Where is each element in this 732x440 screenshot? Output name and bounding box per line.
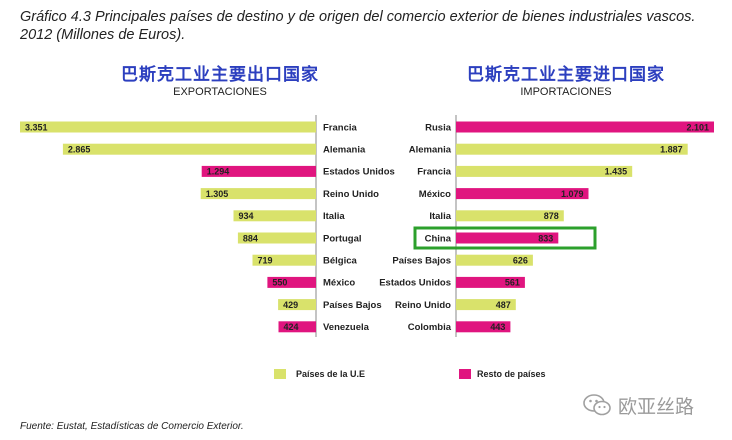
import-bar (456, 121, 714, 133)
export-bar (278, 321, 316, 333)
import-bar (456, 276, 525, 288)
legend-label-ue: Países de la U.E (296, 369, 365, 379)
import-value-label: 878 (544, 211, 559, 221)
export-value-label: 550 (272, 278, 287, 288)
export-value-label: 884 (243, 233, 258, 243)
import-category-label: Estados Unidos (379, 278, 451, 289)
legend: Países de la U.E Resto de países (274, 369, 546, 379)
import-category-label: Colombia (408, 322, 452, 333)
export-category-label: Bélgica (323, 256, 358, 267)
import-bar (456, 143, 688, 155)
import-value-label: 1.887 (660, 145, 683, 155)
import-value-label: 1.435 (605, 167, 628, 177)
chart-title: Gráfico 4.3 Principales países de destin… (20, 9, 696, 43)
export-chinese-title: 巴斯克工业主要出口国家 (121, 65, 319, 85)
export-bar (267, 276, 316, 288)
export-category-label: Reino Unido (323, 189, 379, 200)
import-category-label: Italia (429, 211, 451, 222)
export-category-label: Francia (323, 122, 358, 133)
import-category-label: Alemania (409, 145, 452, 156)
import-bar (456, 165, 633, 177)
import-value-label: 833 (538, 233, 553, 243)
export-bar (233, 210, 316, 222)
import-value-label: 561 (505, 278, 520, 288)
export-value-label: 719 (258, 256, 273, 266)
export-value-label: 429 (283, 300, 298, 310)
export-category-label: Países Bajos (323, 300, 382, 311)
import-bar (456, 232, 559, 244)
highlight-box (413, 226, 597, 250)
import-value-label: 626 (513, 256, 528, 266)
export-category-label: Italia (323, 211, 345, 222)
export-bar (237, 232, 316, 244)
import-value-label: 443 (490, 322, 505, 332)
bars-layer: 3.351 Francia 2.865 Alemania 1.294 Estados Un… (20, 115, 714, 337)
import-bar (456, 321, 511, 333)
export-bar (278, 299, 316, 311)
import-category-label: Rusia (425, 122, 452, 133)
export-bar (201, 165, 316, 177)
export-value-label: 934 (239, 211, 254, 221)
legend-label-resto: Resto de países (477, 369, 546, 379)
export-category-label: Alemania (323, 145, 366, 156)
import-value-label: 1.079 (561, 189, 584, 199)
export-value-label: 2.865 (68, 145, 91, 155)
source-note: Fuente: Eustat, Estadísticas de Comercio… (20, 421, 244, 432)
legend-swatch-ue (274, 369, 286, 379)
import-value-label: 487 (496, 300, 511, 310)
export-value-label: 3.351 (25, 122, 48, 132)
import-value-label: 2.101 (686, 122, 709, 132)
watermark-text: 欧亚丝路 (618, 395, 695, 418)
import-bar (456, 188, 589, 200)
wechat-icon (583, 394, 611, 416)
export-value-label: 1.305 (206, 189, 229, 199)
export-category-label: Estados Unidos (323, 167, 395, 178)
export-bar (252, 254, 316, 266)
export-bar (200, 188, 316, 200)
import-category-label: Reino Unido (395, 300, 451, 311)
import-category-label: Países Bajos (392, 256, 451, 267)
export-category-label: Venezuela (323, 322, 370, 333)
export-category-label: México (323, 278, 355, 289)
import-category-label: China (425, 233, 452, 244)
import-bar (456, 210, 564, 222)
import-category-label: México (419, 189, 451, 200)
export-bar (62, 143, 317, 155)
watermark: 欧亚丝路 (582, 390, 694, 420)
export-value-label: 424 (284, 322, 299, 332)
import-chinese-title: 巴斯克工业主要进口国家 (467, 65, 665, 85)
export-category-label: Portugal (323, 233, 362, 244)
export-bar (20, 121, 316, 133)
import-bar (456, 299, 516, 311)
import-subtitle: IMPORTACIONES (520, 86, 612, 98)
import-bar (456, 254, 533, 266)
export-value-label: 1.294 (207, 167, 230, 177)
legend-swatch-resto (459, 369, 471, 379)
export-subtitle: EXPORTACIONES (173, 86, 267, 98)
import-category-label: Francia (417, 167, 452, 178)
